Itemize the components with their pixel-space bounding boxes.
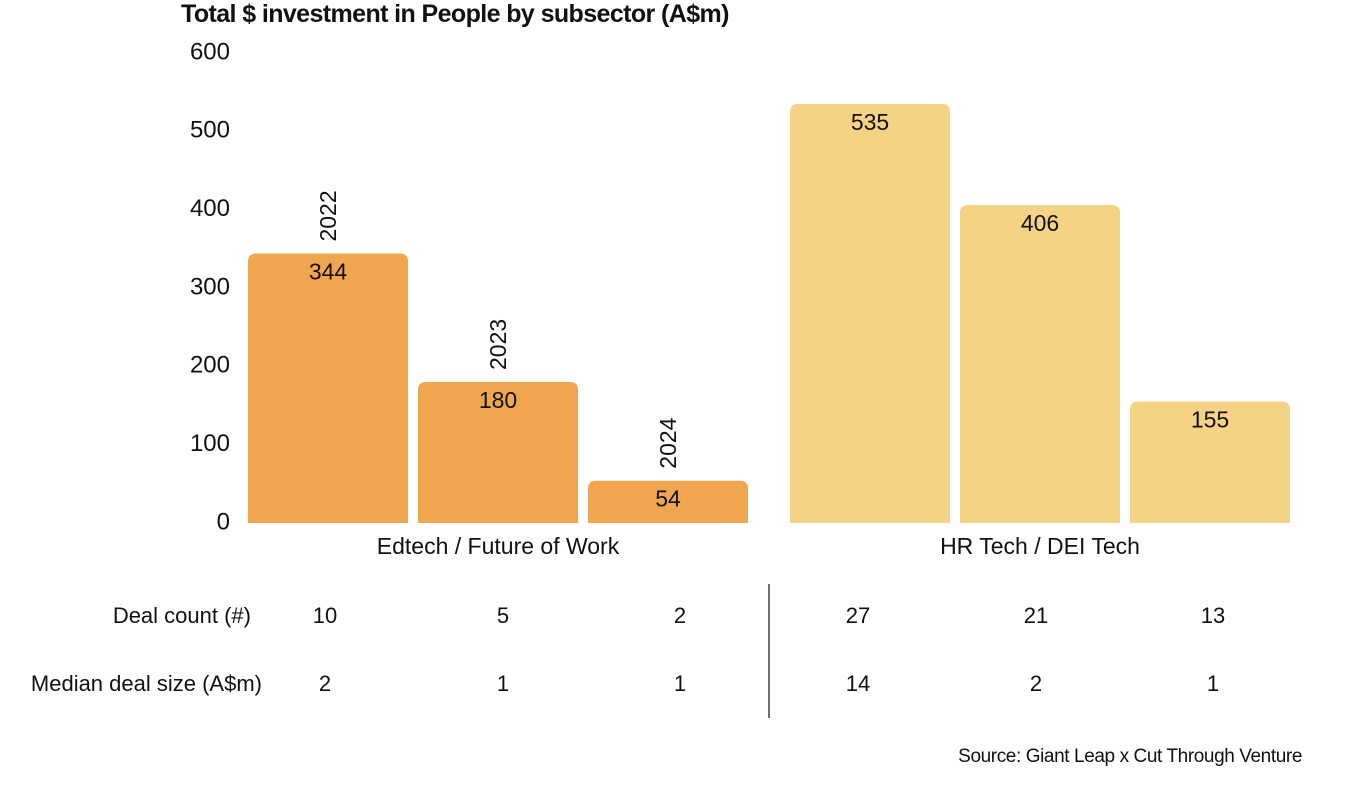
y-tick-label: 600 [190, 38, 230, 65]
table-row-label: Median deal size (A$m) [31, 671, 262, 696]
table-cell: 2 [1030, 671, 1042, 696]
y-tick-label: 400 [190, 195, 230, 222]
bar-value-label: 155 [1191, 407, 1229, 433]
bar [1130, 401, 1290, 523]
bars [248, 103, 1290, 524]
bar-value-label: 344 [309, 259, 348, 285]
table-cell: 27 [846, 603, 870, 628]
bar-value-label: 54 [655, 486, 681, 512]
bar [588, 480, 748, 523]
group-label: Edtech / Future of Work [377, 533, 620, 559]
y-tick-label: 200 [190, 352, 230, 379]
table-cell: 13 [1201, 603, 1225, 628]
table-cell: 21 [1024, 603, 1048, 628]
bar [960, 204, 1120, 523]
bar [248, 253, 408, 524]
year-labels: 2022 2023 2024 [315, 190, 681, 468]
table-cell: 2 [674, 603, 686, 628]
group-label: HR Tech / DEI Tech [940, 533, 1140, 559]
year-label: 2024 [655, 417, 681, 468]
group-labels: Edtech / Future of Work HR Tech / DEI Tec… [377, 533, 1140, 559]
bar-value-label: 406 [1021, 210, 1059, 236]
bar-value-label: 180 [479, 387, 517, 413]
year-label: 2022 [315, 190, 341, 241]
table-cell: 10 [313, 603, 337, 628]
table-cell: 1 [497, 671, 509, 696]
y-tick-label: 0 [217, 508, 230, 535]
table-cell: 1 [1207, 671, 1219, 696]
source-note: Source: Giant Leap x Cut Through Venture [958, 746, 1302, 767]
table-cell: 1 [674, 671, 686, 696]
y-axis: 0 100 200 300 400 500 600 [190, 38, 230, 535]
bar [418, 382, 578, 523]
year-label: 2023 [485, 319, 511, 370]
chart-title: Total $ investment in People by subsecto… [181, 0, 729, 28]
table-cell: 5 [497, 603, 509, 628]
bar-value-label: 535 [851, 109, 889, 135]
y-tick-label: 500 [190, 117, 230, 144]
table-cell: 14 [846, 671, 870, 696]
y-tick-label: 100 [190, 430, 230, 457]
table-cell: 2 [319, 671, 331, 696]
y-tick-label: 300 [190, 273, 230, 300]
table-row-label: Deal count (#) [113, 603, 251, 628]
bar [790, 103, 950, 524]
data-labels: 344 180 54 535 406 155 [309, 109, 1229, 512]
